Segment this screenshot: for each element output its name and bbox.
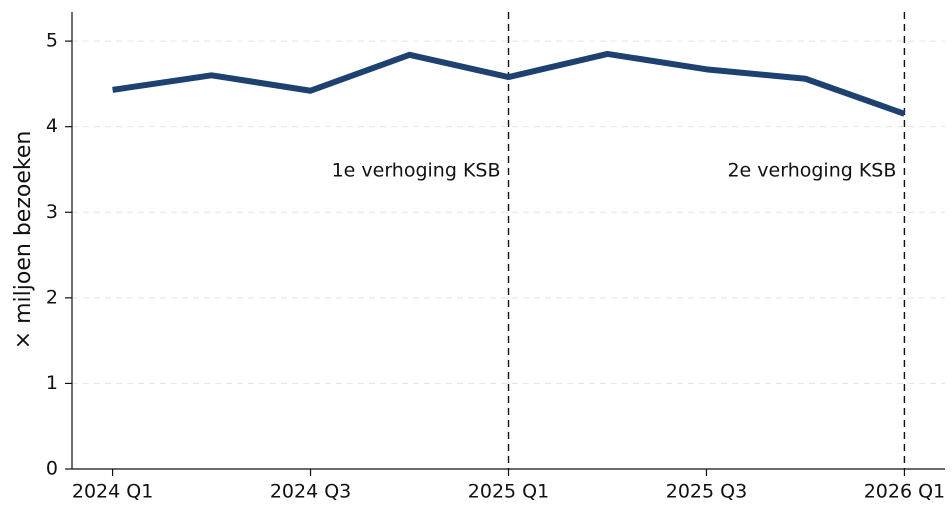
y-tick-label: 4 (46, 115, 58, 137)
x-tick-label: 2025 Q3 (666, 481, 747, 503)
x-tick-label: 2024 Q3 (270, 481, 351, 503)
annotation-label: 2e verhoging KSB (727, 160, 896, 182)
y-tick-label: 0 (46, 458, 58, 480)
x-tick-label: 2025 Q1 (468, 481, 549, 503)
annotation-label: 1e verhoging KSB (332, 160, 501, 182)
x-tick-label: 2026 Q1 (864, 481, 945, 503)
y-tick-label: 1 (46, 372, 58, 394)
line-series (112, 50, 906, 117)
y-tick-label: 5 (46, 30, 58, 52)
y-axis-label: × miljoen bezoeken (11, 131, 36, 350)
y-tick-label: 2 (46, 286, 58, 308)
x-tick-label: 2024 Q1 (72, 481, 153, 503)
y-tick-label: 3 (46, 201, 58, 223)
